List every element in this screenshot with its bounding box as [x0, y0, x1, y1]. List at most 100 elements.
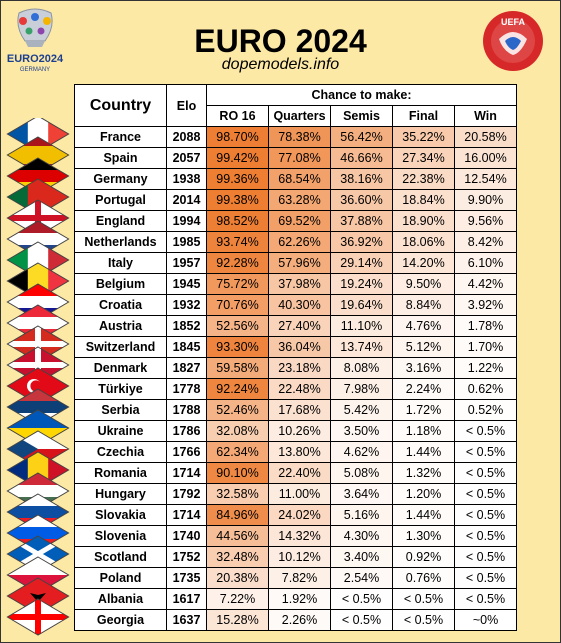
elo-cell: 1852 — [166, 315, 207, 337]
uefa-text: UEFA — [501, 17, 526, 27]
table-row: Portugal 2014 99.38% 63.28% 36.60% 18.84% 9.90… — [74, 189, 517, 211]
quarters-chance-cell: 36.04% — [268, 336, 331, 358]
quarters-chance-cell: 24.02% — [268, 504, 331, 526]
semis-chance-cell: 4.62% — [330, 441, 393, 463]
country-cell: Belgium — [74, 273, 167, 295]
elo-cell: 1792 — [166, 483, 207, 505]
win-chance-cell: < 0.5% — [454, 546, 517, 568]
ro16-chance-cell: 7.22% — [206, 588, 269, 610]
quarters-chance-cell: 17.68% — [268, 399, 331, 421]
semis-chance-cell: 3.40% — [330, 546, 393, 568]
country-cell: France — [74, 126, 167, 148]
quarters-chance-cell: 27.40% — [268, 315, 331, 337]
final-chance-cell: 22.38% — [392, 168, 455, 190]
win-chance-cell: < 0.5% — [454, 462, 517, 484]
quarters-chance-cell: 69.52% — [268, 210, 331, 232]
semis-chance-cell: 56.42% — [330, 126, 393, 148]
win-chance-cell: 8.42% — [454, 231, 517, 253]
quarters-chance-cell: 2.26% — [268, 609, 331, 631]
final-chance-cell: 18.06% — [392, 231, 455, 253]
table-row: Belgium 1945 75.72% 37.98% 19.24% 9.50% 4.42% — [74, 273, 517, 295]
ro16-chance-cell: 93.30% — [206, 336, 269, 358]
logo-text: EURO2024 — [7, 53, 64, 65]
final-chance-cell: 4.76% — [392, 315, 455, 337]
semis-chance-cell: 3.50% — [330, 420, 393, 442]
table-row: Romania 1714 90.10% 22.40% 5.08% 1.32% < 0.5% — [74, 462, 517, 484]
win-chance-cell: < 0.5% — [454, 588, 517, 610]
table-row: Albania 1617 7.22% 1.92% < 0.5% < 0.5% < 0.5% — [74, 588, 517, 610]
final-chance-cell: 1.44% — [392, 504, 455, 526]
elo-cell: 1957 — [166, 252, 207, 274]
ro16-chance-cell: 32.58% — [206, 483, 269, 505]
elo-cell: 1714 — [166, 462, 207, 484]
semis-chance-cell: 37.88% — [330, 210, 393, 232]
win-chance-cell: 12.54% — [454, 168, 517, 190]
elo-cell: 1786 — [166, 420, 207, 442]
table-row: Poland 1735 20.38% 7.82% 2.54% 0.76% < 0.5% — [74, 567, 517, 589]
ro16-chance-cell: 70.76% — [206, 294, 269, 316]
header-semis: Semis — [330, 105, 393, 127]
country-cell: Germany — [74, 168, 167, 190]
country-cell: Ukraine — [74, 420, 167, 442]
elo-cell: 1740 — [166, 525, 207, 547]
elo-cell: 1778 — [166, 378, 207, 400]
table-row: Scotland 1752 32.48% 10.12% 3.40% 0.92% < 0.5% — [74, 546, 517, 568]
ro16-chance-cell: 32.08% — [206, 420, 269, 442]
win-chance-cell: 20.58% — [454, 126, 517, 148]
elo-cell: 1938 — [166, 168, 207, 190]
final-chance-cell: 3.16% — [392, 357, 455, 379]
ro16-chance-cell: 15.28% — [206, 609, 269, 631]
semis-chance-cell: 11.10% — [330, 315, 393, 337]
quarters-chance-cell: 14.32% — [268, 525, 331, 547]
win-chance-cell: 9.90% — [454, 189, 517, 211]
semis-chance-cell: 5.08% — [330, 462, 393, 484]
win-chance-cell: 1.78% — [454, 315, 517, 337]
semis-chance-cell: 5.16% — [330, 504, 393, 526]
ro16-chance-cell: 32.48% — [206, 546, 269, 568]
win-chance-cell: 3.92% — [454, 294, 517, 316]
country-cell: Switzerland — [74, 336, 167, 358]
final-chance-cell: 8.84% — [392, 294, 455, 316]
flag-column — [6, 118, 70, 636]
table-row: Italy 1957 92.28% 57.96% 29.14% 14.20% 6.10% — [74, 252, 517, 274]
quarters-chance-cell: 1.92% — [268, 588, 331, 610]
final-chance-cell: 1.18% — [392, 420, 455, 442]
semis-chance-cell: 19.24% — [330, 273, 393, 295]
quarters-chance-cell: 37.98% — [268, 273, 331, 295]
table-row: Ukraine 1786 32.08% 10.26% 3.50% 1.18% < 0.5% — [74, 420, 517, 442]
table-row: Slovakia 1714 84.96% 24.02% 5.16% 1.44% < 0.5% — [74, 504, 517, 526]
ro16-chance-cell: 92.28% — [206, 252, 269, 274]
country-cell: Scotland — [74, 546, 167, 568]
final-chance-cell: 1.72% — [392, 399, 455, 421]
ro16-chance-cell: 98.70% — [206, 126, 269, 148]
elo-cell: 1617 — [166, 588, 207, 610]
georgia-flag-icon — [6, 598, 70, 636]
elo-cell: 1827 — [166, 357, 207, 379]
win-chance-cell: < 0.5% — [454, 567, 517, 589]
ro16-chance-cell: 99.36% — [206, 168, 269, 190]
win-chance-cell: 1.22% — [454, 357, 517, 379]
quarters-chance-cell: 13.80% — [268, 441, 331, 463]
final-chance-cell: 0.76% — [392, 567, 455, 589]
probability-table: Country Elo Chance to make: RO 16 Quarte… — [74, 84, 517, 631]
elo-cell: 2057 — [166, 147, 207, 169]
final-chance-cell: 1.32% — [392, 462, 455, 484]
semis-chance-cell: < 0.5% — [330, 609, 393, 631]
table-row: France 2088 98.70% 78.38% 56.42% 35.22% 20.58% — [74, 126, 517, 148]
country-cell: Türkiye — [74, 378, 167, 400]
header-final: Final — [392, 105, 455, 127]
header-quarters: Quarters — [268, 105, 331, 127]
semis-chance-cell: 19.64% — [330, 294, 393, 316]
ro16-chance-cell: 90.10% — [206, 462, 269, 484]
final-chance-cell: 9.50% — [392, 273, 455, 295]
quarters-chance-cell: 11.00% — [268, 483, 331, 505]
country-cell: Czechia — [74, 441, 167, 463]
win-chance-cell: 0.52% — [454, 399, 517, 421]
table-row: Germany 1938 99.36% 68.54% 38.16% 22.38% 12.54… — [74, 168, 517, 190]
win-chance-cell: 1.70% — [454, 336, 517, 358]
final-chance-cell: 2.24% — [392, 378, 455, 400]
win-chance-cell: < 0.5% — [454, 504, 517, 526]
final-chance-cell: < 0.5% — [392, 588, 455, 610]
elo-cell: 1845 — [166, 336, 207, 358]
